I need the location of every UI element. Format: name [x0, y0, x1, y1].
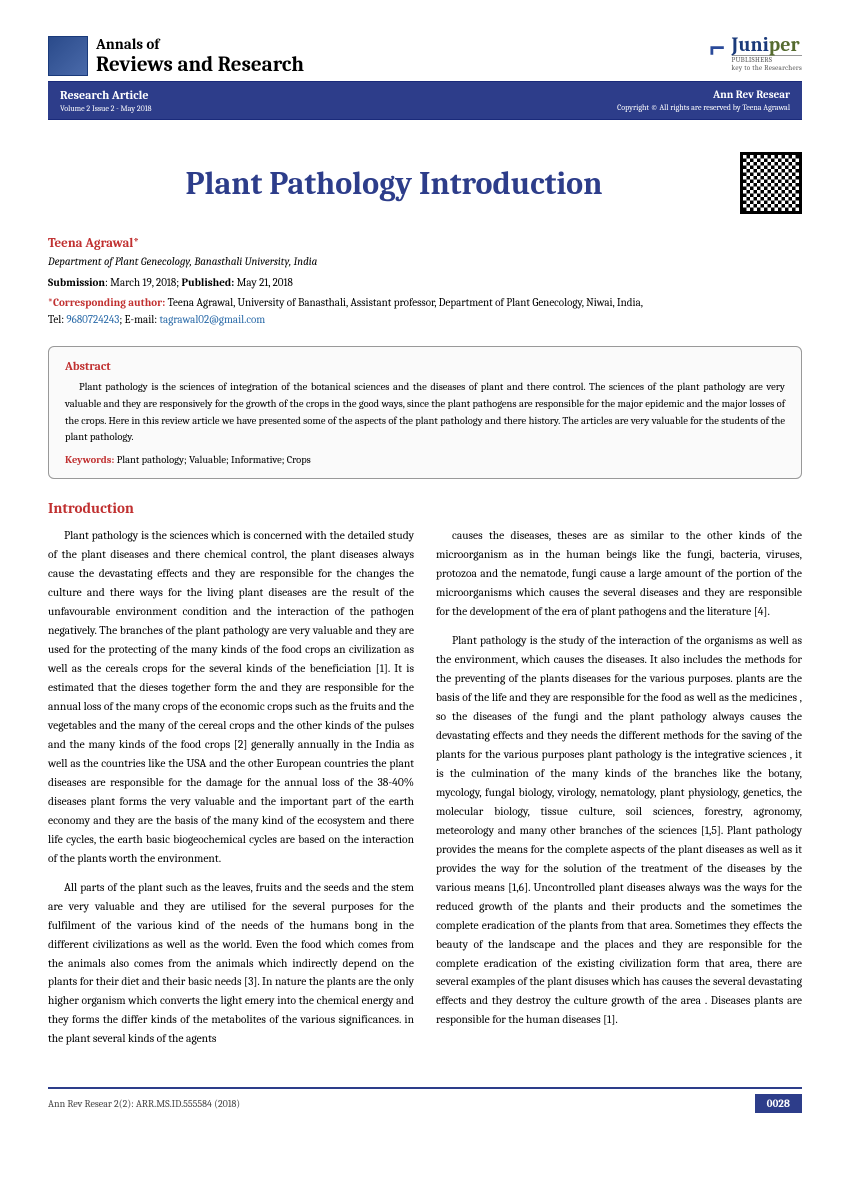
journal-line1: Annals of — [96, 35, 304, 53]
copyright: Copyright © All rights are reserved by T… — [617, 103, 790, 112]
bracket-icon: ⌐ — [709, 35, 726, 63]
keywords: Keywords: Plant pathology; Valuable; Inf… — [65, 454, 785, 466]
journal-line2: Reviews and Research — [96, 53, 304, 77]
paragraph: All parts of the plant such as the leave… — [48, 879, 414, 1050]
paragraph: causes the diseases, theses are as simil… — [436, 527, 802, 622]
page-number: 0028 — [755, 1094, 802, 1113]
author-name: Teena Agrawal* — [48, 236, 802, 251]
body-columns: Plant pathology is the sciences which is… — [48, 527, 802, 1059]
footer: Ann Rev Resear 2(2): ARR.MS.ID.555584 (2… — [48, 1087, 802, 1113]
paragraph: Plant pathology is the sciences which is… — [48, 527, 414, 868]
corresponding-author: *Corresponding author: Teena Agrawal, Un… — [48, 295, 802, 328]
paragraph: Plant pathology is the study of the inte… — [436, 632, 802, 1030]
author-affiliation: Department of Plant Genecology, Banastha… — [48, 255, 802, 268]
abstract-heading: Abstract — [65, 359, 785, 373]
abstract-text: Plant pathology is the sciences of integ… — [65, 379, 785, 446]
info-bar: Research Article Volume 2 Issue 2 - May … — [48, 81, 802, 120]
qr-code-icon — [740, 152, 802, 214]
article-type: Research Article — [60, 88, 152, 102]
publisher-logo: ⌐ Juniper PUBLISHERSkey to the Researche… — [709, 35, 802, 72]
journal-icon — [48, 36, 88, 76]
volume-issue: Volume 2 Issue 2 - May 2018 — [60, 104, 152, 113]
journal-name: Annals of Reviews and Research — [48, 35, 304, 77]
article-title: Plant Pathology Introduction — [48, 165, 740, 202]
footer-citation: Ann Rev Resear 2(2): ARR.MS.ID.555584 (2… — [48, 1098, 240, 1110]
left-column: Plant pathology is the sciences which is… — [48, 527, 414, 1059]
abstract-box: Abstract Plant pathology is the sciences… — [48, 346, 802, 479]
journal-abbrev: Ann Rev Resear — [617, 88, 790, 101]
publication-dates: Submission: March 19, 2018; Published: M… — [48, 276, 802, 289]
right-column: causes the diseases, theses are as simil… — [436, 527, 802, 1059]
introduction-heading: Introduction — [48, 499, 802, 517]
header-row: Annals of Reviews and Research ⌐ Juniper… — [48, 35, 802, 77]
